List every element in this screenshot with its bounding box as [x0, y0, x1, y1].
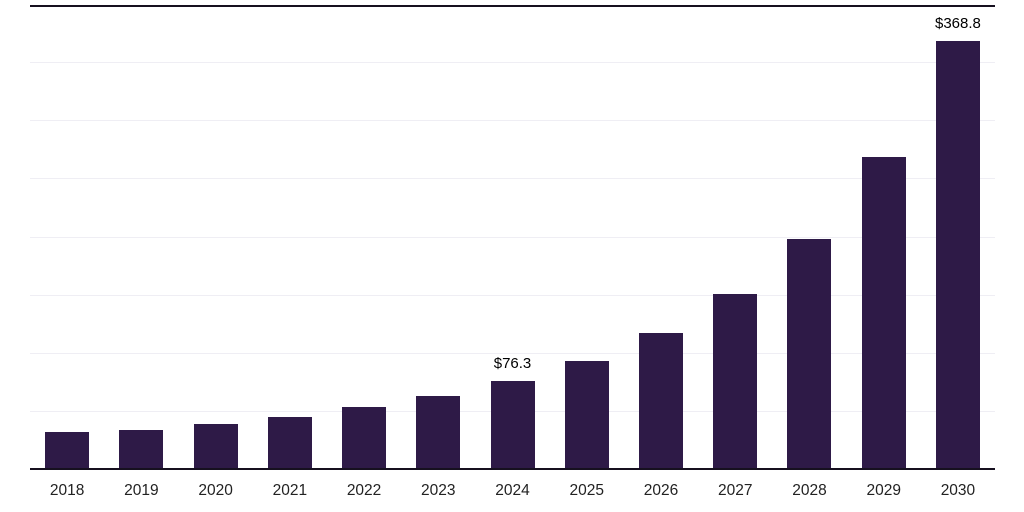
bar-2019: [119, 430, 164, 470]
bar-cell-2028: [772, 5, 846, 470]
gridline: [30, 294, 995, 296]
bar-cell-2029: [847, 5, 921, 470]
bar-cell-2020: [178, 5, 252, 470]
x-axis-line: [30, 468, 995, 470]
bar-2025: [564, 360, 609, 470]
bar-cell-2030: $368.8: [921, 5, 995, 470]
bar-2026: [638, 333, 683, 470]
bar-2018: [45, 432, 90, 470]
bar-cell-2026: [624, 5, 698, 470]
bar-cell-2022: [327, 5, 401, 470]
x-tick-label-2029: 2029: [866, 482, 901, 499]
gridline: [30, 236, 995, 238]
x-tick-label-2024: 2024: [495, 482, 530, 499]
bar-cell-2024: $76.3: [475, 5, 549, 470]
x-tick-label-2028: 2028: [792, 482, 827, 499]
x-tick-label-2023: 2023: [421, 482, 456, 499]
gridline: [30, 178, 995, 180]
bar-cell-2025: [550, 5, 624, 470]
bar-2021: [267, 417, 312, 470]
gridline: [30, 120, 995, 122]
bar-cell-2021: [253, 5, 327, 470]
x-tick-label-2026: 2026: [643, 482, 679, 499]
top-border-line: [30, 5, 995, 7]
x-tick-label-2018: 2018: [49, 482, 85, 499]
bar-2030: [935, 41, 980, 470]
bar-2023: [416, 395, 461, 470]
x-tick-label-2019: 2019: [124, 482, 159, 499]
bar-cell-2019: [104, 5, 178, 470]
x-tick-label-2027: 2027: [717, 482, 753, 499]
x-axis-labels: 2018 2019 2020 2021 2022 2023 2024 2025 2026 2027…: [30, 482, 995, 500]
x-tick-label-2022: 2022: [346, 482, 382, 499]
bar-cell-2027: [698, 5, 772, 470]
bar-cell-2023: [401, 5, 475, 470]
bars-container: $76.3 $368.8: [30, 5, 995, 470]
bar-2028: [787, 239, 832, 470]
x-tick-label-2025: 2025: [569, 482, 604, 499]
bar-2024: [490, 381, 535, 470]
bar-2020: [193, 424, 238, 470]
bar-value-label-2024: $76.3: [493, 355, 532, 373]
bar-value-label-2030: $368.8: [934, 15, 981, 33]
plot-area: $76.3 $368.8: [30, 5, 995, 470]
bar-2022: [342, 407, 387, 470]
x-tick-label-2020: 2020: [198, 482, 233, 499]
x-tick-label-2030: 2030: [940, 482, 976, 499]
gridline: [30, 62, 995, 64]
bar-cell-2018: [30, 5, 104, 470]
gridline: [30, 352, 995, 354]
bar-2027: [713, 294, 758, 470]
x-tick-label-2021: 2021: [272, 482, 308, 499]
bar-2029: [861, 157, 906, 470]
